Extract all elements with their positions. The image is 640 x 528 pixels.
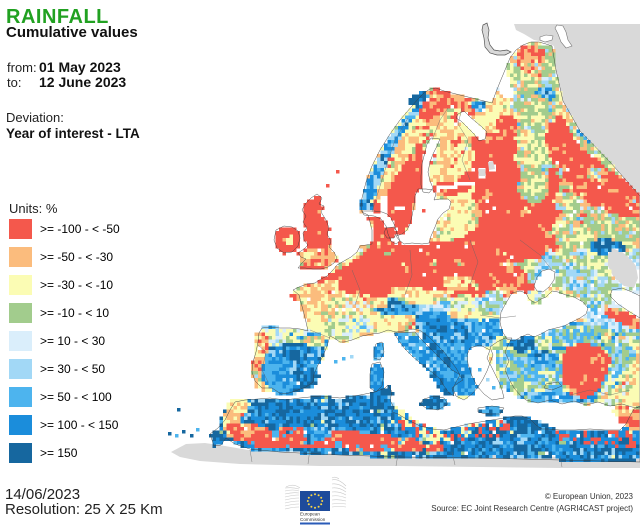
svg-text:Commission: Commission [300, 517, 326, 522]
svg-text:European: European [300, 512, 320, 517]
